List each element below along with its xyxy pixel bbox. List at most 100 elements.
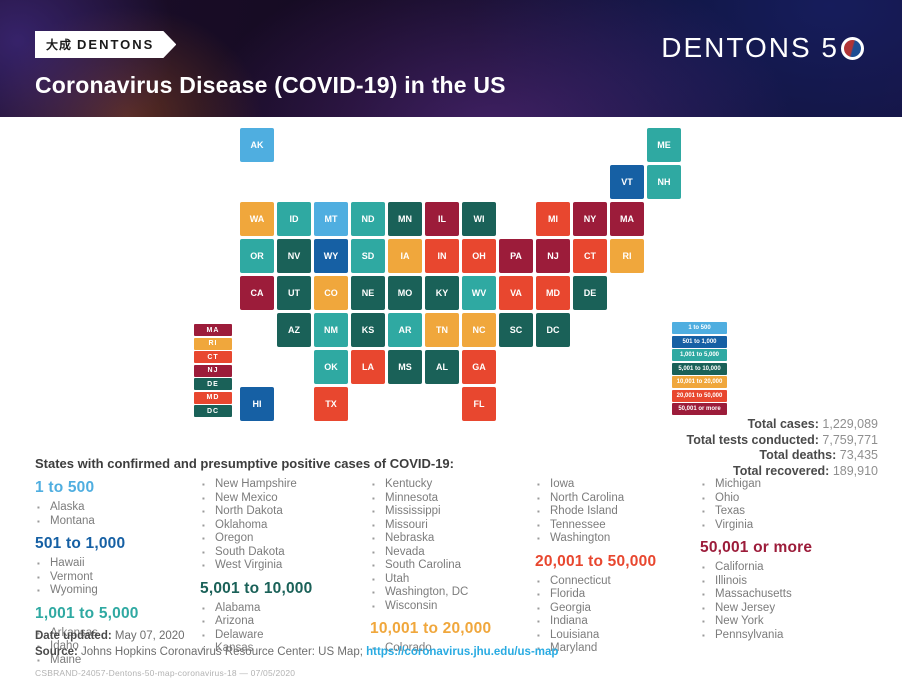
state-list-item: Idaho xyxy=(35,640,200,654)
state-list-item: Vermont xyxy=(35,571,200,585)
stat-row-0: Total cases: 1,229,089 xyxy=(687,417,878,433)
state-list-item: Iowa xyxy=(535,478,700,492)
state-WY: WY xyxy=(314,239,348,273)
state-list-item: North Carolina xyxy=(535,492,700,506)
source-line: Source: Johns Hopkins Coronavirus Resour… xyxy=(35,646,558,658)
state-NC: NC xyxy=(462,313,496,347)
state-list-item: Minnesota xyxy=(370,492,535,506)
state-ND: ND xyxy=(351,202,385,236)
small-states-legend: MA RI CT NJ DE MD DC xyxy=(194,324,232,419)
state-NJ: NJ xyxy=(536,239,570,273)
header-banner: 大成 DENTONS Coronavirus Disease (COVID-19… xyxy=(0,0,902,117)
state-NE: NE xyxy=(351,276,385,310)
state-list-item: Nevada xyxy=(370,546,535,560)
state-list-item: Tennessee xyxy=(535,519,700,533)
state-IN: IN xyxy=(425,239,459,273)
state-MS: MS xyxy=(388,350,422,384)
state-list-item: Oregon xyxy=(200,532,370,546)
stat-row-3: Total recovered: 189,910 xyxy=(687,464,878,480)
range-legend-item-1: 501 to 1,000 xyxy=(672,335,727,348)
category-heading: 5,001 to 10,000 xyxy=(200,579,313,597)
state-UT: UT xyxy=(277,276,311,310)
small-state-box-MA: MA xyxy=(194,324,232,336)
state-list-item: North Dakota xyxy=(200,505,370,519)
range-legend-item-2: 1,001 to 5,000 xyxy=(672,349,727,361)
state-MN: MN xyxy=(388,202,422,236)
category-heading: 20,001 to 50,000 xyxy=(535,552,657,570)
state-MA: MA xyxy=(610,202,644,236)
state-list-item: Maine xyxy=(35,654,200,668)
stat-row-2: Total deaths: 73,435 xyxy=(687,448,878,464)
case-range-legend: 1 to 500 501 to 1,000 1,001 to 5,000 5,001 … xyxy=(672,322,727,417)
range-legend-item-0: 1 to 500 xyxy=(672,322,727,334)
document-reference-code: CSBRAND-24057-Dentons-50-map-coronavirus… xyxy=(35,668,296,678)
date-updated-line: Date updated: May 07, 2020 xyxy=(35,630,185,642)
states-list-columns: 1 to 500AlaskaMontana501 to 1,000HawaiiV… xyxy=(35,478,875,667)
category-heading: 10,001 to 20,000 xyxy=(370,620,492,637)
state-list-item: Delaware xyxy=(200,629,370,643)
state-VA: VA xyxy=(499,276,533,310)
state-IL: IL xyxy=(425,202,459,236)
state-list-item: Georgia xyxy=(535,602,700,616)
date-updated-label: Date updated: xyxy=(35,630,112,642)
state-AR: AR xyxy=(388,313,422,347)
small-state-box-NJ: NJ xyxy=(194,364,232,377)
category-heading: 1,001 to 5,000 xyxy=(35,604,139,622)
state-list-item: California xyxy=(700,561,865,575)
states-list-heading: States with confirmed and presumptive po… xyxy=(35,456,454,471)
state-KY: KY xyxy=(425,276,459,310)
state-OR: OR xyxy=(240,239,274,273)
state-TN: TN xyxy=(425,313,459,347)
state-LA: LA xyxy=(351,350,385,384)
state-MI: MI xyxy=(536,202,570,236)
state-list-item: Ohio xyxy=(700,492,865,506)
state-OK: OK xyxy=(314,350,348,384)
category-heading: 1 to 500 xyxy=(35,479,95,496)
state-list-item: Washington xyxy=(535,532,700,546)
states-column-3: KentuckyMinnesotaMississippiMissouriNebr… xyxy=(370,478,535,667)
state-MD: MD xyxy=(536,276,570,310)
small-state-box-DE: DE xyxy=(194,378,232,390)
state-list-item: Utah xyxy=(370,573,535,587)
state-list-item: Mississippi xyxy=(370,505,535,519)
state-SC: SC xyxy=(499,313,533,347)
state-list-item: Colorado xyxy=(370,642,535,656)
range-legend-item-3: 5,001 to 10,000 xyxy=(672,362,727,375)
state-WI: WI xyxy=(462,202,496,236)
state-NY: NY xyxy=(573,202,607,236)
state-FL: FL xyxy=(462,387,496,421)
state-list-item: Louisiana xyxy=(535,629,700,643)
states-column-2: New HampshireNew MexicoNorth DakotaOklah… xyxy=(200,478,370,667)
state-list-item: South Dakota xyxy=(200,546,370,560)
state-NH: NH xyxy=(647,165,681,199)
state-RI: RI xyxy=(610,239,644,273)
stat-label-1: Total tests conducted: xyxy=(686,432,823,447)
states-column-5: MichiganOhioTexasVirginia 50,001 or more C… xyxy=(700,478,865,667)
small-state-box-MD: MD xyxy=(194,391,232,404)
range-legend-item-5: 20,001 to 50,000 xyxy=(672,389,727,402)
stat-value-0: 1,229,089 xyxy=(822,417,878,431)
us-choropleth-map: AK ME VT NH WA ID MT ND MN IL WI MI NY MA OR NV WY SD IA IN… xyxy=(240,128,681,421)
state-list-item: Wyoming xyxy=(35,584,200,598)
state-list-item: New Hampshire xyxy=(200,478,370,492)
state-VT: VT xyxy=(610,165,644,199)
state-AK: AK xyxy=(240,128,274,162)
state-list-item: Indiana xyxy=(535,615,700,629)
state-PA: PA xyxy=(499,239,533,273)
category-heading: 501 to 1,000 xyxy=(35,535,126,552)
state-list-item: South Carolina xyxy=(370,559,535,573)
dentons-50-text: DENTONS 5 xyxy=(661,32,839,63)
stat-row-1: Total tests conducted: 7,759,771 xyxy=(687,433,879,449)
state-list-item: Alabama xyxy=(200,602,370,616)
state-list-item: Virginia xyxy=(700,519,865,533)
state-list-item: Massachusetts xyxy=(700,588,865,602)
state-ME: ME xyxy=(647,128,681,162)
state-TX: TX xyxy=(314,387,348,421)
range-legend-item-4: 10,001 to 20,000 xyxy=(672,376,727,388)
state-list-item: New Jersey xyxy=(700,602,865,616)
state-list-item: Montana xyxy=(35,515,200,529)
source-link[interactable]: https://coronavirus.jhu.edu/us-map xyxy=(366,646,559,658)
state-list-item: Texas xyxy=(700,505,865,519)
state-list-item: Alaska xyxy=(35,501,200,515)
state-list-item: Kentucky xyxy=(370,478,535,492)
